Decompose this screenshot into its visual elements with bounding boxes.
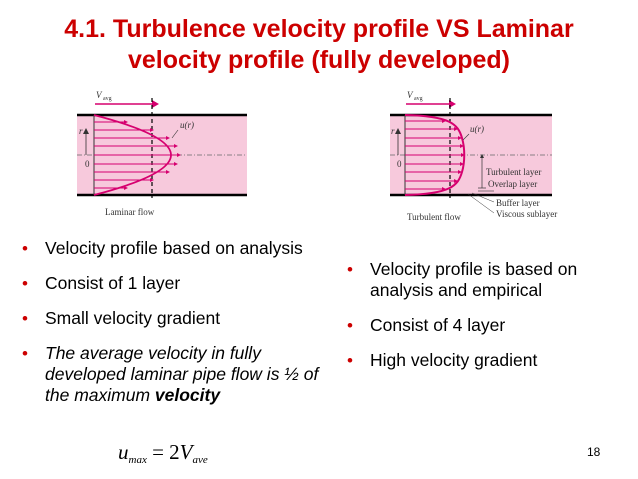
laminar-v-label: V xyxy=(96,90,103,100)
turbulent-u-label: u(r) xyxy=(470,124,484,134)
list-item: • High velocity gradient xyxy=(345,350,620,371)
page-number: 18 xyxy=(587,445,601,459)
bullet-dot-icon: • xyxy=(22,239,28,258)
slide-title: 4.1. Turbulence velocity profile VS Lami… xyxy=(0,14,638,76)
bullet-dot-icon: • xyxy=(22,309,28,328)
formula-v: V xyxy=(179,440,193,464)
bullet-dot-icon: • xyxy=(347,351,353,370)
laminar-v-sub: avg xyxy=(103,96,112,102)
list-item: • Consist of 4 layer xyxy=(345,315,620,336)
list-item: • The average velocity in fully developed… xyxy=(20,343,335,406)
turbulent-flow-figure: V avg u(r) r 0 Turbulent layer Overlap l… xyxy=(372,88,572,226)
laminar-bullet-4-text: The average velocity in fully developed … xyxy=(45,343,319,405)
layer-label-overlap: Overlap layer xyxy=(488,179,537,189)
laminar-bullet-list: • Velocity profile based on analysis • Con… xyxy=(20,238,330,420)
list-item: • Consist of 1 layer xyxy=(20,273,330,294)
formula-u: u xyxy=(118,440,129,464)
turbulent-r-label: r xyxy=(391,126,395,136)
turbulent-bullet-list: • Velocity profile is based on analysis a… xyxy=(345,259,620,385)
layer-label-viscous: Viscous sublayer xyxy=(496,209,557,219)
list-item: • Velocity profile is based on analysis a… xyxy=(345,259,620,301)
max-velocity-formula: umax = 2Vave xyxy=(118,440,208,466)
turbulent-v-label: V xyxy=(407,90,414,100)
laminar-bullet-4-bold: velocity xyxy=(154,385,221,405)
turbulent-zero-label: 0 xyxy=(397,159,402,169)
formula-eq: = 2 xyxy=(146,440,180,464)
list-item: • Velocity profile based on analysis xyxy=(20,238,330,259)
title-line-1: 4.1. Turbulence velocity profile VS Lami… xyxy=(64,15,574,43)
laminar-r-label: r xyxy=(79,126,83,136)
laminar-caption: Laminar flow xyxy=(105,207,155,217)
turbulent-bullet-2: Consist of 4 layer xyxy=(370,315,506,335)
bullet-dot-icon: • xyxy=(347,316,353,335)
layer-label-turbulent: Turbulent layer xyxy=(486,167,541,177)
turbulent-bullet-3: High velocity gradient xyxy=(370,350,538,370)
turbulent-bullet-1: Velocity profile is based on analysis an… xyxy=(370,259,578,300)
bullet-dot-icon: • xyxy=(22,274,28,293)
bullet-dot-icon: • xyxy=(22,344,28,363)
laminar-u-label: u(r) xyxy=(180,120,194,130)
layer-label-buffer: Buffer layer xyxy=(496,198,540,208)
laminar-flow-figure: V avg u(r) r 0 Laminar flow xyxy=(60,88,262,223)
turbulent-v-sub: avg xyxy=(414,96,423,102)
list-item: • Small velocity gradient xyxy=(20,308,330,329)
formula-v-sub: ave xyxy=(192,454,208,466)
formula-u-sub: max xyxy=(128,454,147,466)
laminar-bullet-1: Velocity profile based on analysis xyxy=(45,238,303,258)
title-line-2: velocity profile (fully developed) xyxy=(127,46,511,74)
bullet-dot-icon: • xyxy=(347,260,353,279)
laminar-zero-label: 0 xyxy=(85,159,90,169)
laminar-bullet-2: Consist of 1 layer xyxy=(45,273,181,293)
laminar-bullet-3: Small velocity gradient xyxy=(45,308,221,328)
turbulent-caption: Turbulent flow xyxy=(407,212,461,222)
